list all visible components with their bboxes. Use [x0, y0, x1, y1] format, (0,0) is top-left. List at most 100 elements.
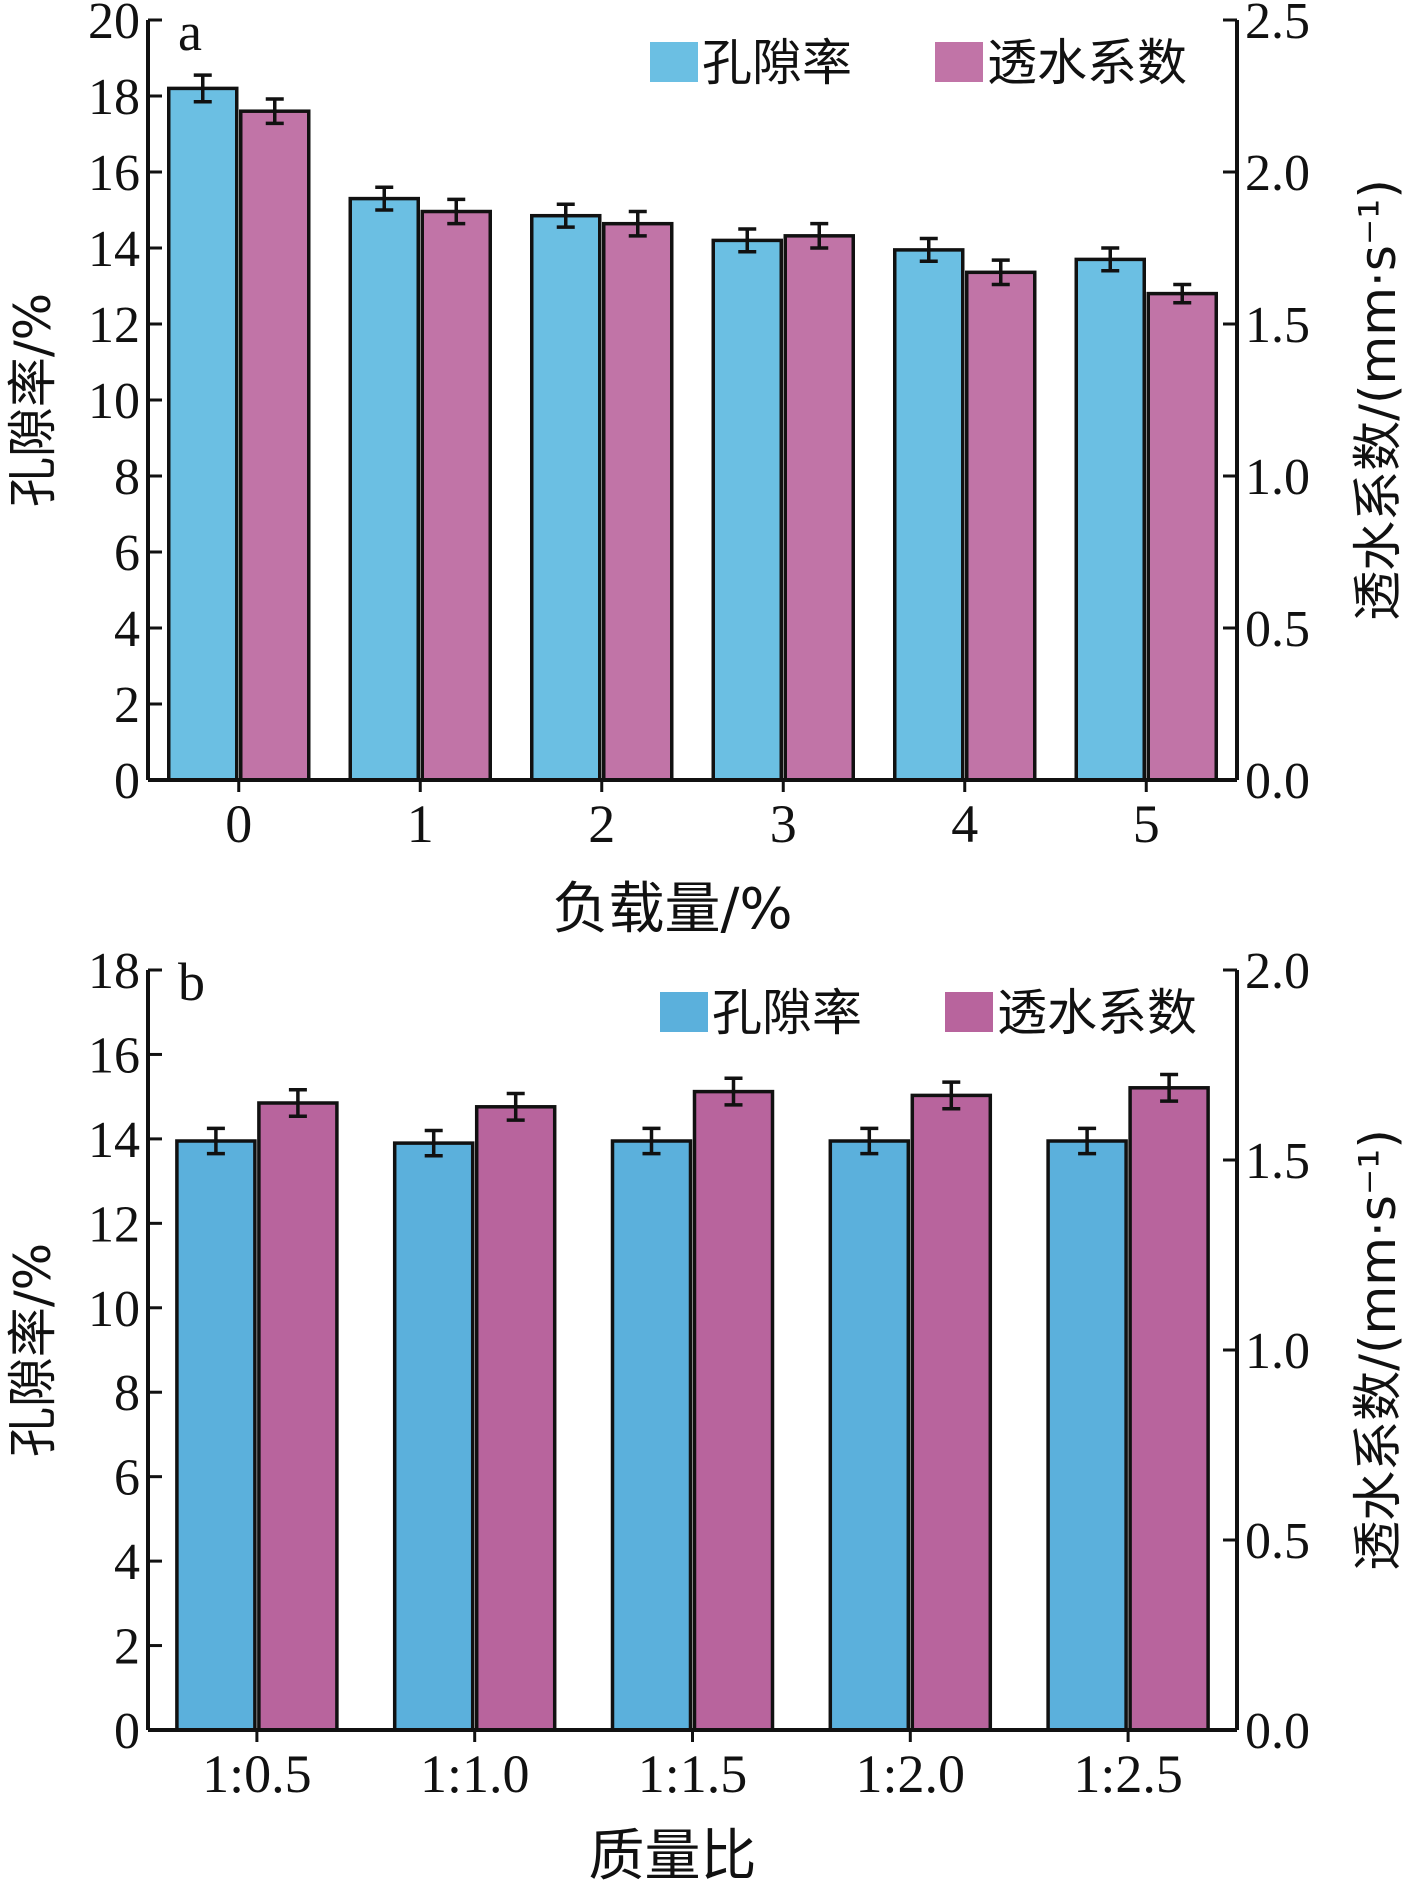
x-tick-label: 1:2.0 — [856, 1744, 966, 1804]
y-tick-label-left: 14 — [88, 221, 140, 278]
legend-label-0: 孔隙率 — [712, 984, 862, 1042]
y-tick-label-left: 4 — [114, 601, 140, 658]
y-tick-label-left: 0 — [114, 753, 140, 810]
bar-permeability-2 — [692, 1089, 775, 1732]
legend-swatch-1 — [935, 42, 983, 82]
y-tick-label-left: 6 — [114, 525, 140, 582]
x-tick-label: 1 — [407, 794, 434, 854]
x-tick-label: 0 — [225, 794, 252, 854]
x-tick-label: 2 — [588, 794, 615, 854]
error-bar-1-3 — [810, 221, 829, 250]
y-tick-label-right: 0.0 — [1245, 753, 1310, 810]
bar-permeability-4 — [965, 270, 1037, 782]
bar-porosity-4 — [1046, 1139, 1128, 1732]
bar-porosity-3 — [711, 238, 783, 782]
error-bar-1-0 — [265, 97, 284, 126]
x-tick-label: 5 — [1133, 794, 1160, 854]
chart-panel-a: 0 1 2 3 4 5024681012141618200.00.51.01.52.02.… — [4, 0, 1407, 942]
error-bar-0-3 — [738, 227, 757, 254]
bar-permeability-0 — [239, 109, 311, 782]
bar-permeability-1 — [474, 1105, 557, 1732]
bar-permeability-1 — [420, 209, 492, 782]
bar-porosity-5 — [1074, 257, 1146, 782]
error-bar-0-5 — [1101, 246, 1120, 273]
panel-label: a — [178, 2, 202, 62]
bar-porosity-3 — [828, 1139, 911, 1732]
y-tick-label-left: 0 — [114, 1703, 140, 1760]
bar-permeability-3 — [783, 234, 855, 782]
error-bar-1-4 — [991, 258, 1010, 287]
x-tick-label: 1:1.5 — [638, 1744, 748, 1804]
y-tick-label-right: 0.5 — [1245, 601, 1310, 658]
y-tick-label-left: 2 — [114, 677, 140, 734]
bar-permeability-3 — [910, 1093, 993, 1732]
error-bar-1-2 — [724, 1076, 743, 1107]
y-tick-label-right: 0.5 — [1245, 1513, 1310, 1570]
error-bar-1-2 — [628, 209, 647, 238]
chart-panel-b: 1:0.5 1:1.0 1:1.5 1:2.0 1:2.5 0 2 4 6 8 10 12 14 16 18… — [4, 943, 1407, 1889]
y-tick-label-right: 2.0 — [1245, 145, 1310, 202]
y-tick-label-left: 16 — [88, 145, 140, 202]
y-tick-label-right: 1.0 — [1245, 1323, 1310, 1380]
y-tick-label-left: 6 — [114, 1450, 140, 1507]
y-tick-label-right: 1.5 — [1245, 297, 1310, 354]
y-tick-label-left: 12 — [88, 1196, 140, 1253]
bar-permeability-5 — [1146, 291, 1218, 782]
y-tick-label-left: 14 — [88, 1112, 140, 1169]
y-tick-label-right: 1.0 — [1245, 449, 1310, 506]
error-bar-0-2 — [642, 1126, 661, 1156]
y-tick-label-left: 20 — [88, 0, 140, 50]
y-tick-label-right: 1.5 — [1245, 1133, 1310, 1190]
bar-porosity-1 — [392, 1141, 475, 1732]
y-tick-label-left: 2 — [114, 1619, 140, 1676]
x-tick-label: 1:1.0 — [420, 1744, 530, 1804]
bar-porosity-1 — [348, 196, 420, 782]
bar-porosity-0 — [167, 86, 239, 782]
y-axis-title-right: 透水系数/(mm·s⁻¹) — [1349, 179, 1407, 621]
error-bar-0-0 — [206, 1126, 225, 1156]
y-axis-title-right: 透水系数/(mm·s⁻¹) — [1349, 1129, 1407, 1571]
x-tick-label: 1:0.5 — [202, 1744, 312, 1804]
legend-label-0: 孔隙率 — [702, 34, 852, 92]
x-axis-title: 负载量/% — [552, 877, 792, 942]
bar-permeability-4 — [1128, 1086, 1210, 1732]
y-tick-label-right: 0.0 — [1245, 1703, 1310, 1760]
bar-permeability-2 — [602, 221, 674, 782]
y-tick-label-left: 18 — [88, 943, 140, 1000]
error-bar-1-0 — [288, 1087, 307, 1119]
error-bar-0-2 — [556, 202, 575, 229]
x-tick-label: 3 — [770, 794, 797, 854]
legend-label-1: 透水系数 — [997, 984, 1197, 1042]
legend-swatch-1 — [945, 992, 993, 1032]
y-tick-label-left: 10 — [88, 1281, 140, 1338]
legend-swatch-0 — [660, 992, 708, 1032]
x-axis-title: 质量比 — [589, 1824, 757, 1889]
error-bar-0-1 — [424, 1128, 443, 1158]
error-bar-1-4 — [1160, 1072, 1179, 1103]
panel-label: b — [178, 952, 205, 1012]
x-tick-label: 4 — [951, 794, 978, 854]
x-tick-label: 1:2.5 — [1073, 1744, 1183, 1804]
error-bar-0-3 — [860, 1126, 879, 1156]
y-tick-label-right: 2.5 — [1245, 0, 1310, 50]
error-bar-0-0 — [193, 73, 212, 104]
y-tick-label-left: 8 — [114, 449, 140, 506]
legend-swatch-0 — [650, 42, 698, 82]
y-tick-label-right: 2.0 — [1245, 943, 1310, 1000]
y-axis-title-left: 孔隙率/% — [4, 293, 62, 507]
y-axis-title-left: 孔隙率/% — [4, 1243, 62, 1457]
y-tick-label-left: 8 — [114, 1365, 140, 1422]
y-tick-label-left: 4 — [114, 1534, 140, 1591]
bar-porosity-2 — [530, 213, 602, 782]
error-bar-1-5 — [1173, 282, 1192, 305]
bar-porosity-0 — [175, 1139, 257, 1732]
error-bar-1-1 — [506, 1091, 525, 1122]
error-bar-0-1 — [375, 185, 394, 212]
error-bar-0-4 — [919, 236, 938, 264]
bar-porosity-2 — [610, 1139, 693, 1732]
bar-porosity-4 — [893, 248, 965, 782]
y-tick-label-left: 10 — [88, 373, 140, 430]
y-tick-label-left: 16 — [88, 1027, 140, 1084]
legend-label-1: 透水系数 — [987, 34, 1187, 92]
